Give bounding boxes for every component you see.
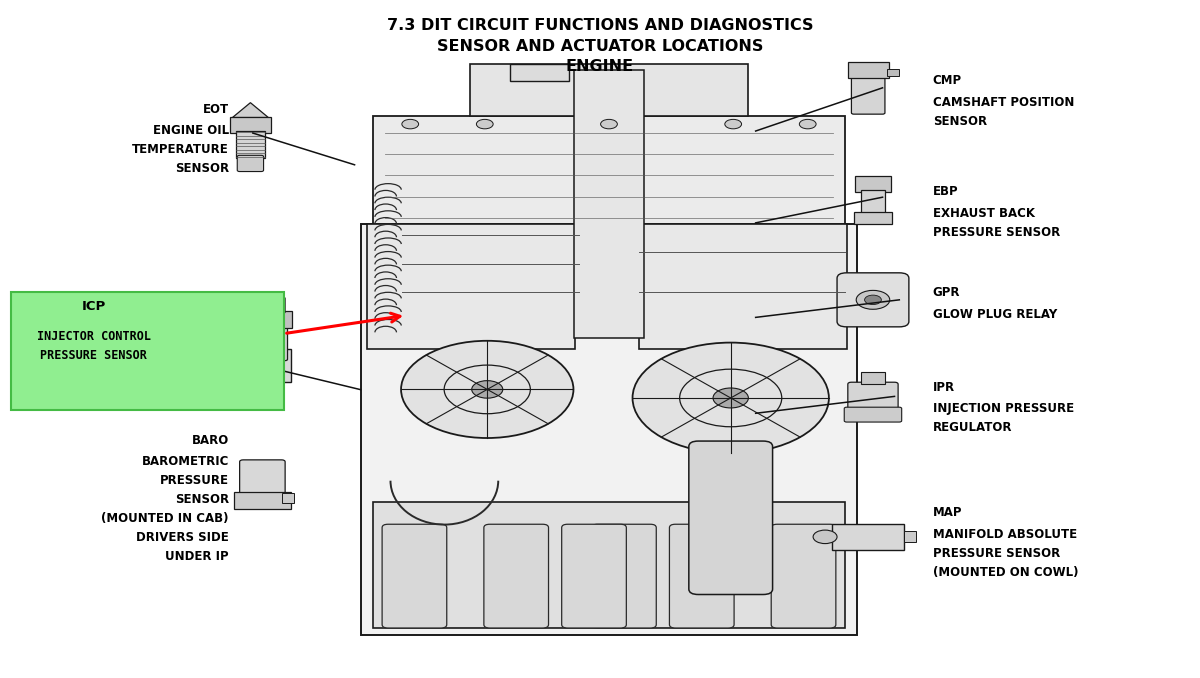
- Text: SENSOR: SENSOR: [175, 493, 229, 506]
- Bar: [470, 64, 748, 115]
- Text: ENGINE: ENGINE: [566, 59, 634, 74]
- FancyBboxPatch shape: [240, 460, 286, 495]
- FancyBboxPatch shape: [592, 524, 656, 628]
- Bar: [860, 372, 884, 384]
- FancyBboxPatch shape: [670, 524, 734, 628]
- Bar: [372, 502, 846, 628]
- Circle shape: [402, 119, 419, 129]
- Circle shape: [600, 119, 617, 129]
- FancyBboxPatch shape: [382, 524, 446, 628]
- Text: SENSOR AND ACTUATOR LOCATIONS: SENSOR AND ACTUATOR LOCATIONS: [437, 39, 763, 54]
- Text: ENGINE OIL: ENGINE OIL: [152, 124, 229, 137]
- Circle shape: [472, 380, 503, 398]
- Text: BAROMETRIC: BAROMETRIC: [142, 455, 229, 468]
- Circle shape: [814, 530, 838, 544]
- Circle shape: [632, 342, 829, 454]
- Bar: [574, 70, 643, 338]
- Text: PRESSURE: PRESSURE: [160, 474, 229, 487]
- Text: EXHAUST: EXHAUST: [167, 354, 229, 367]
- Circle shape: [725, 119, 742, 129]
- FancyBboxPatch shape: [238, 155, 264, 172]
- Text: CAMSHAFT POSITION: CAMSHAFT POSITION: [932, 96, 1074, 109]
- Text: MANIFOLD ABSOLUTE: MANIFOLD ABSOLUTE: [932, 528, 1076, 541]
- FancyBboxPatch shape: [252, 311, 293, 327]
- Text: INJECTION PRESSURE: INJECTION PRESSURE: [932, 403, 1074, 416]
- Text: UNDER IP: UNDER IP: [166, 550, 229, 563]
- Text: INJECTOR CONTROL
PRESSURE SENSOR: INJECTOR CONTROL PRESSURE SENSOR: [36, 330, 150, 362]
- FancyBboxPatch shape: [246, 336, 280, 351]
- Circle shape: [864, 295, 881, 304]
- Text: ICP: ICP: [82, 300, 106, 313]
- Circle shape: [401, 341, 574, 438]
- FancyBboxPatch shape: [852, 77, 884, 114]
- Bar: [372, 115, 846, 224]
- FancyBboxPatch shape: [838, 273, 908, 327]
- Text: (MOUNTED IN CAB): (MOUNTED IN CAB): [101, 512, 229, 525]
- Bar: [860, 191, 884, 214]
- Bar: [366, 224, 575, 349]
- FancyBboxPatch shape: [848, 382, 898, 412]
- Bar: [833, 524, 904, 550]
- FancyBboxPatch shape: [230, 117, 271, 133]
- Text: BACK PRESSURE: BACK PRESSURE: [120, 373, 229, 386]
- Text: SENSOR: SENSOR: [175, 162, 229, 175]
- Text: BARO: BARO: [192, 433, 229, 447]
- Text: PRESSURE SENSOR: PRESSURE SENSOR: [932, 226, 1060, 239]
- Polygon shape: [233, 102, 269, 117]
- Text: EOT: EOT: [203, 102, 229, 116]
- Bar: [904, 531, 916, 542]
- Circle shape: [713, 388, 749, 408]
- Text: (MOUNTED ON COWL): (MOUNTED ON COWL): [932, 566, 1079, 579]
- Circle shape: [799, 119, 816, 129]
- Bar: [234, 349, 292, 382]
- Text: GLOW PLUG RELAY: GLOW PLUG RELAY: [932, 308, 1057, 321]
- FancyBboxPatch shape: [257, 325, 288, 361]
- Bar: [236, 131, 265, 158]
- FancyBboxPatch shape: [848, 62, 888, 79]
- Text: EXHAUST BACK: EXHAUST BACK: [932, 207, 1034, 220]
- Text: IPR: IPR: [932, 381, 955, 394]
- Circle shape: [857, 290, 889, 309]
- Circle shape: [476, 119, 493, 129]
- Text: EBP: EBP: [932, 185, 959, 198]
- FancyBboxPatch shape: [11, 292, 284, 410]
- Text: TEMPERATURE: TEMPERATURE: [132, 143, 229, 156]
- FancyBboxPatch shape: [259, 297, 286, 313]
- Text: CMP: CMP: [932, 75, 962, 87]
- Text: REGULATOR: REGULATOR: [932, 422, 1013, 435]
- Bar: [253, 380, 272, 393]
- Text: PRESSURE SENSOR: PRESSURE SENSOR: [932, 547, 1060, 560]
- FancyBboxPatch shape: [772, 524, 836, 628]
- Text: EBR: EBR: [203, 332, 229, 345]
- Bar: [282, 493, 294, 503]
- FancyBboxPatch shape: [845, 407, 901, 422]
- Text: SENSOR: SENSOR: [932, 115, 986, 128]
- Bar: [360, 224, 858, 635]
- FancyBboxPatch shape: [562, 524, 626, 628]
- Bar: [638, 224, 847, 349]
- Text: DRIVERS SIDE: DRIVERS SIDE: [136, 531, 229, 544]
- Bar: [510, 64, 569, 81]
- FancyBboxPatch shape: [689, 441, 773, 595]
- FancyBboxPatch shape: [484, 524, 548, 628]
- Text: 7.3 DIT CIRCUIT FUNCTIONS AND DIAGNOSTICS: 7.3 DIT CIRCUIT FUNCTIONS AND DIAGNOSTIC…: [386, 18, 814, 33]
- Text: REGULATOR: REGULATOR: [149, 392, 229, 405]
- Text: GPR: GPR: [932, 286, 960, 299]
- Bar: [234, 492, 292, 509]
- Text: MAP: MAP: [932, 506, 962, 519]
- Bar: [887, 69, 899, 76]
- FancyBboxPatch shape: [856, 176, 890, 193]
- Bar: [854, 212, 892, 224]
